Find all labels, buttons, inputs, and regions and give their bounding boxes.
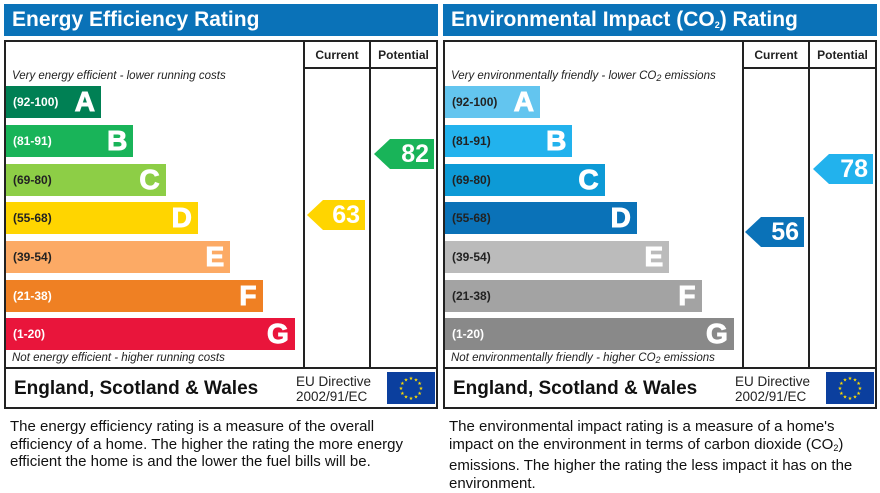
eu-flag-icon: ★★★★★★★★★ ★ ★★ xyxy=(387,372,435,404)
band-g: (1-20) G xyxy=(445,318,734,350)
band-letter: F xyxy=(239,280,257,312)
band-range: (39-54) xyxy=(452,250,491,264)
svg-text:★: ★ xyxy=(839,391,844,397)
potential-rating-arrow: 78 xyxy=(813,154,873,184)
eu-directive: EU Directive 2002/91/EC xyxy=(296,374,372,404)
band-range: (81-91) xyxy=(13,134,52,148)
band-d: (55-68) D xyxy=(445,202,637,234)
band-letter: C xyxy=(139,164,160,196)
band-letter: A xyxy=(513,86,534,118)
current-rating-arrow: 63 xyxy=(307,200,365,230)
region-label: England, Scotland & Wales xyxy=(14,378,259,399)
band-c: (69-80) C xyxy=(6,164,166,196)
band-letter: G xyxy=(706,318,729,350)
svg-text:★: ★ xyxy=(409,376,414,382)
band-range: (21-38) xyxy=(452,289,491,303)
band-b: (81-91) B xyxy=(6,125,134,157)
svg-text:★: ★ xyxy=(839,381,844,387)
band-letter: E xyxy=(644,241,664,273)
footer: England, Scotland & Wales EU Directive 20… xyxy=(6,369,436,407)
bottom-note: Not environmentally friendly - higher CO… xyxy=(451,352,715,365)
svg-text:★: ★ xyxy=(419,386,424,392)
band-range: (39-54) xyxy=(13,250,52,264)
svg-text:★: ★ xyxy=(400,381,405,387)
band-range: (1-20) xyxy=(452,327,485,341)
top-note: Very energy efficient - lower running co… xyxy=(12,70,226,82)
svg-text:★: ★ xyxy=(848,396,853,402)
band-letter: B xyxy=(107,125,128,157)
band-c: (69-80) C xyxy=(445,164,605,196)
band-range: (1-20) xyxy=(13,327,46,341)
svg-text:★: ★ xyxy=(404,377,409,383)
band-f: (21-38) F xyxy=(6,280,263,312)
column-header-potential: Potential xyxy=(378,48,429,62)
band-letter: G xyxy=(267,318,290,350)
band-letter: B xyxy=(546,125,567,157)
column-header-potential: Potential xyxy=(817,48,868,62)
band-letter: D xyxy=(171,202,192,234)
band-b: (81-91) B xyxy=(445,125,573,157)
band-range: (55-68) xyxy=(452,211,491,225)
svg-text:★: ★ xyxy=(409,396,414,402)
top-note: Very environmentally friendly - lower CO… xyxy=(451,70,716,83)
band-range: (92-100) xyxy=(13,95,59,109)
svg-text:★: ★ xyxy=(843,377,848,383)
svg-text:★: ★ xyxy=(414,377,419,383)
column-header-current: Current xyxy=(315,48,359,62)
band-range: (92-100) xyxy=(452,95,498,109)
eu-flag-icon: ★★★★★★★★★ ★ ★★ xyxy=(826,372,874,404)
band-a: (92-100) A xyxy=(6,86,101,118)
current-rating-arrow: 56 xyxy=(745,217,804,247)
svg-text:★: ★ xyxy=(858,386,863,392)
band-range: (21-38) xyxy=(13,289,52,303)
band-range: (69-80) xyxy=(452,173,491,187)
band-letter: E xyxy=(205,241,225,273)
bottom-note: Not energy efficient - higher running co… xyxy=(12,352,225,364)
band-letter: F xyxy=(678,280,696,312)
svg-text:★: ★ xyxy=(843,395,848,401)
band-letter: C xyxy=(578,164,599,196)
band-d: (55-68) D xyxy=(6,202,198,234)
region-label: England, Scotland & Wales xyxy=(453,378,698,399)
svg-text:★: ★ xyxy=(853,377,858,383)
band-f: (21-38) F xyxy=(445,280,702,312)
band-letter: D xyxy=(610,202,631,234)
rating-table: Current Potential Very energy efficient … xyxy=(4,40,438,409)
chart-title: Energy Efficiency Rating xyxy=(4,4,438,36)
band-range: (81-91) xyxy=(452,134,491,148)
band-range: (69-80) xyxy=(13,173,52,187)
band-letter: A xyxy=(74,86,95,118)
description: The environmental impact rating is a mea… xyxy=(449,418,853,492)
band-g: (1-20) G xyxy=(6,318,295,350)
svg-text:★: ★ xyxy=(848,376,853,382)
column-header-current: Current xyxy=(754,48,798,62)
svg-text:★: ★ xyxy=(417,391,422,397)
svg-text:★: ★ xyxy=(838,386,843,392)
band-range: (55-68) xyxy=(13,211,52,225)
band-a: (92-100) A xyxy=(445,86,540,118)
footer: England, Scotland & Wales EU Directive 20… xyxy=(445,369,875,407)
band-e: (39-54) E xyxy=(445,241,670,273)
band-e: (39-54) E xyxy=(6,241,231,273)
eu-directive: EU Directive 2002/91/EC xyxy=(735,374,811,404)
svg-text:★: ★ xyxy=(856,391,861,397)
svg-text:★: ★ xyxy=(404,395,409,401)
energy-efficiency-panel: Energy Efficiency Rating Current Potenti… xyxy=(4,0,438,493)
svg-text:★: ★ xyxy=(856,381,861,387)
svg-text:★: ★ xyxy=(400,391,405,397)
svg-text:★: ★ xyxy=(853,395,858,401)
potential-rating-arrow: 82 xyxy=(374,139,434,169)
svg-text:★: ★ xyxy=(399,386,404,392)
rating-table: Current Potential Very environmentally f… xyxy=(443,40,877,409)
svg-text:★: ★ xyxy=(414,395,419,401)
description: The energy efficiency rating is a measur… xyxy=(10,418,404,470)
chart-title: Environmental Impact (CO2) Rating xyxy=(443,4,877,36)
svg-text:★: ★ xyxy=(417,381,422,387)
environmental-impact-panel: Environmental Impact (CO2) Rating Curren… xyxy=(443,0,877,493)
